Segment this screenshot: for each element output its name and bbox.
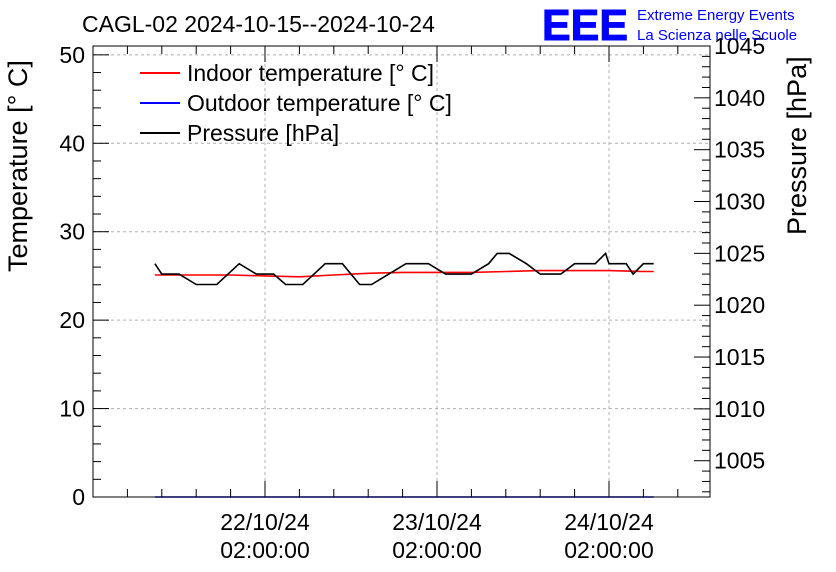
- x-axis: 22/10/2402:00:0023/10/2402:00:0024/10/24…: [126, 46, 679, 563]
- left-axis-tick-label: 0: [72, 484, 85, 510]
- eee-logo-line1: Extreme Energy Events: [637, 7, 795, 24]
- series-line-pressure-hpa: [154, 251, 654, 286]
- right-axis-label: Pressure [hPa]: [782, 56, 812, 235]
- right-axis-tick-label: 1005: [714, 448, 765, 474]
- x-axis-tick-label-time: 02:00:00: [220, 537, 310, 563]
- legend-label: Outdoor temperature [° C]: [187, 90, 452, 116]
- left-axis-label: Temperature [° C]: [3, 60, 33, 272]
- left-axis-tick-label: 40: [59, 130, 85, 156]
- left-axis-tick-label: 20: [59, 307, 85, 333]
- right-axis-tick-label: 1045: [714, 33, 765, 59]
- legend-label: Indoor temperature [° C]: [187, 60, 434, 86]
- left-axis-tick-label: 50: [59, 42, 85, 68]
- eee-logo: EEE Extreme Energy Events La Scienza nel…: [542, 1, 798, 51]
- right-axis-tick-label: 1010: [714, 396, 765, 422]
- chart-title: CAGL-02 2024-10-15--2024-10-24: [82, 11, 435, 37]
- legend: Indoor temperature [° C] Outdoor temperat…: [140, 60, 452, 146]
- right-axis-tick-label: 1020: [714, 292, 765, 318]
- x-axis-tick-label-time: 02:00:00: [564, 537, 654, 563]
- series-line-indoor-temperature-c: [154, 269, 654, 278]
- right-axis-tick-label: 1015: [714, 344, 765, 370]
- eee-logo-line2: La Scienza nelle Scuole: [637, 27, 797, 44]
- x-axis-tick-label-time: 02:00:00: [392, 537, 482, 563]
- left-axis: 0 10 20 30 40 50: [59, 42, 109, 510]
- eee-logo-mark: EEE: [542, 1, 628, 50]
- left-axis-tick-label: 10: [59, 396, 85, 422]
- series-layer: [154, 251, 654, 498]
- right-axis: 1005 1010 1015 1020 1025 1030 1035 1040 1045: [694, 33, 765, 493]
- right-axis-tick-label: 1040: [714, 85, 765, 111]
- right-axis-tick-label: 1025: [714, 240, 765, 266]
- grid-layer: [93, 46, 710, 497]
- right-axis-tick-label: 1035: [714, 137, 765, 163]
- left-axis-tick-label: 30: [59, 219, 85, 245]
- legend-label: Pressure [hPa]: [187, 120, 339, 146]
- plot-frame: [92, 45, 711, 498]
- x-axis-tick-label-date: 22/10/24: [220, 509, 310, 535]
- x-axis-tick-label-date: 24/10/24: [564, 509, 654, 535]
- right-axis-tick-label: 1030: [714, 189, 765, 215]
- x-axis-tick-label-date: 23/10/24: [392, 509, 482, 535]
